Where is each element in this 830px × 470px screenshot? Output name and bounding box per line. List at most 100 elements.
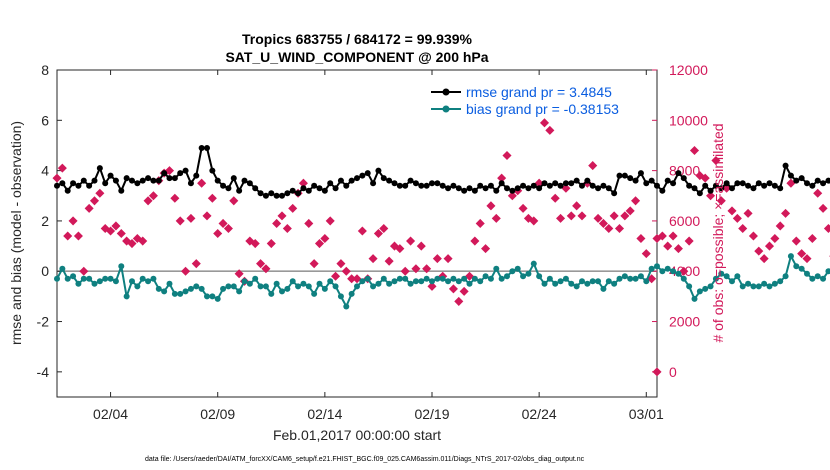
- obs-point: [197, 178, 207, 188]
- bias-point: [257, 283, 264, 290]
- bias-point: [504, 273, 510, 280]
- y-axis-right: 020004000600080001000012000: [652, 62, 708, 380]
- bias-point: [562, 275, 569, 282]
- bias-point: [557, 278, 564, 285]
- bias-point: [370, 283, 377, 290]
- bias-point: [59, 265, 66, 272]
- obs-point: [250, 239, 260, 249]
- legend-rmse-marker: [442, 88, 450, 96]
- bias-point: [814, 273, 821, 280]
- bias-point: [525, 270, 532, 277]
- bias-point: [364, 275, 371, 282]
- obs-point: [304, 218, 314, 228]
- rmse-point: [820, 180, 827, 187]
- y-tick-label: 2: [41, 213, 49, 229]
- rmse-point: [471, 187, 478, 194]
- rmse-point: [230, 175, 237, 182]
- obs-point: [818, 203, 828, 213]
- rmse-point: [477, 182, 484, 189]
- obs-point: [68, 216, 78, 226]
- rmse-point: [670, 180, 677, 187]
- obs-point: [684, 236, 694, 246]
- bias-point: [568, 280, 575, 287]
- rmse-point: [402, 182, 409, 189]
- bias-point: [375, 280, 382, 287]
- bias-point: [579, 278, 585, 285]
- legend-bias-marker: [442, 105, 450, 113]
- obs-point: [73, 231, 83, 241]
- rmse-point: [284, 190, 291, 197]
- bias-point: [343, 303, 350, 310]
- obs-point: [175, 216, 185, 226]
- rmse-point: [514, 185, 521, 192]
- bias-point: [686, 283, 693, 290]
- bias-point: [734, 273, 741, 280]
- rmse-point: [407, 177, 414, 184]
- rmse-point: [134, 180, 141, 187]
- bias-point: [482, 273, 489, 280]
- rmse-point: [150, 177, 157, 184]
- bias-point: [155, 285, 162, 292]
- y-tick-label: 8: [41, 62, 49, 78]
- rmse-point: [198, 144, 205, 151]
- obs-point: [416, 241, 426, 251]
- legend-rmse-label: rmse grand pr = 3.4845: [466, 84, 612, 100]
- rmse-point: [793, 177, 800, 184]
- bias-point: [771, 280, 778, 287]
- bias-point: [246, 280, 253, 287]
- bias-point: [54, 275, 60, 282]
- rmse-point: [809, 182, 816, 189]
- rmse-point: [155, 177, 162, 184]
- bias-point: [429, 278, 435, 285]
- rmse-point: [766, 180, 773, 187]
- rmse-point: [589, 182, 596, 189]
- bias-point: [702, 285, 709, 292]
- obs-point: [781, 208, 791, 218]
- rmse-point: [825, 177, 830, 184]
- rmse-point: [305, 187, 312, 194]
- rmse-point: [289, 187, 296, 194]
- rmse-point: [268, 190, 275, 197]
- rmse-point: [504, 185, 510, 192]
- rmse-point: [466, 185, 473, 192]
- bias-point: [777, 278, 784, 285]
- obs-point: [497, 173, 507, 183]
- obs-point: [106, 226, 116, 236]
- rmse-point: [525, 185, 532, 192]
- bias-point: [718, 270, 725, 277]
- bias-point: [118, 263, 125, 270]
- rmse-point: [423, 182, 430, 189]
- bias-point: [509, 268, 516, 275]
- rmse-point: [359, 172, 366, 179]
- bias-point: [150, 275, 157, 282]
- rmse-point: [354, 175, 360, 182]
- bias-point: [386, 280, 393, 287]
- rmse-point: [139, 177, 146, 184]
- bias-point: [321, 285, 328, 292]
- bias-point: [289, 278, 296, 285]
- obs-point: [432, 254, 442, 264]
- rmse-point: [295, 190, 302, 197]
- rmse-point: [771, 182, 778, 189]
- bias-point: [761, 280, 768, 287]
- rmse-point: [246, 180, 253, 187]
- rmse-point: [412, 180, 419, 187]
- bias-point: [755, 283, 762, 290]
- x-tick-label: 02/24: [522, 406, 557, 422]
- bias-point: [262, 283, 269, 290]
- rmse-point: [455, 185, 462, 192]
- x-axis-label: Feb.01,2017 00:00:00 start: [273, 427, 441, 443]
- obs-point: [213, 228, 223, 239]
- obs-point: [138, 236, 148, 246]
- rmse-point: [573, 177, 580, 184]
- rmse-point: [102, 180, 109, 187]
- bias-point: [520, 273, 527, 280]
- obs-point: [743, 208, 753, 218]
- x-tick-label: 02/19: [414, 406, 449, 422]
- rmse-point: [225, 185, 232, 192]
- rmse-point: [332, 185, 339, 192]
- bias-point: [80, 275, 87, 282]
- rmse-point: [182, 167, 189, 174]
- bias-point: [643, 278, 650, 285]
- bias-point: [493, 265, 500, 272]
